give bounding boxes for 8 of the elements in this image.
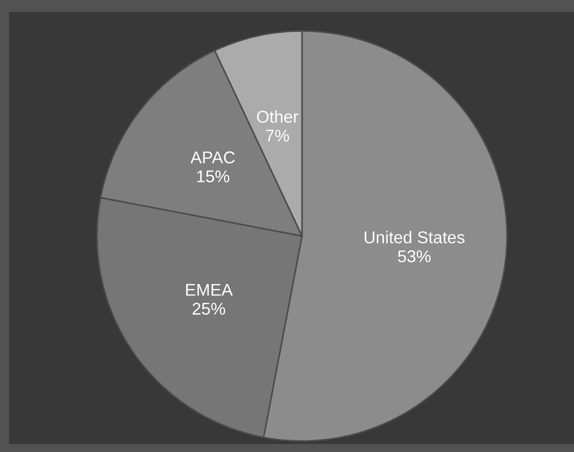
data-label: 15%	[197, 170, 230, 182]
data-label: 53%	[398, 250, 431, 262]
slice-label: EMEA	[186, 284, 233, 296]
slice-label: APAC	[190, 151, 235, 164]
slice-label: Other	[257, 110, 298, 123]
slice-label: United States	[364, 230, 464, 244]
data-label: 7%	[266, 130, 290, 142]
data-label: 25%	[192, 302, 226, 315]
